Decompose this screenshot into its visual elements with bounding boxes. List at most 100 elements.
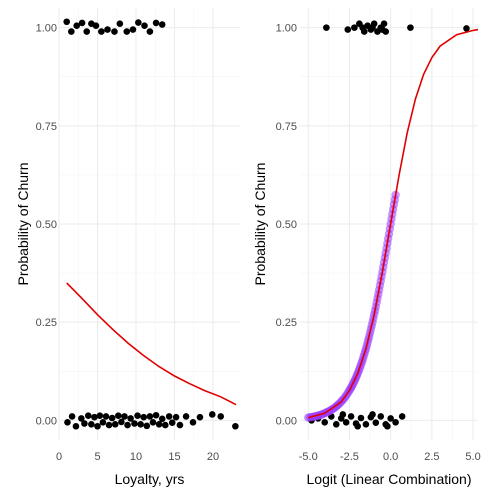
data-point bbox=[91, 413, 98, 421]
data-point bbox=[387, 415, 394, 422]
data-point bbox=[102, 413, 110, 420]
data-point bbox=[321, 419, 329, 426]
data-point bbox=[168, 419, 176, 427]
data-point bbox=[217, 413, 225, 420]
data-point bbox=[208, 411, 216, 418]
data-point bbox=[131, 420, 138, 427]
data-point bbox=[105, 421, 113, 429]
marks-layer bbox=[63, 18, 239, 430]
y-tick-label: 0.75 bbox=[36, 121, 57, 133]
data-point bbox=[384, 422, 391, 430]
data-point bbox=[354, 422, 361, 430]
data-point bbox=[339, 411, 347, 418]
data-point bbox=[379, 26, 386, 33]
data-point bbox=[134, 412, 141, 419]
x-tick-label: 15 bbox=[168, 451, 180, 463]
data-point bbox=[369, 411, 376, 418]
x-tick-label: -5.0 bbox=[299, 451, 318, 463]
data-point bbox=[68, 413, 76, 420]
data-point bbox=[155, 420, 163, 428]
data-point bbox=[332, 420, 340, 428]
x-tick-label: 2.5 bbox=[424, 451, 439, 463]
data-point bbox=[146, 413, 154, 420]
x-tick-labels: -5.0 -2.5 0.0 2.5 5.0 bbox=[299, 451, 481, 463]
x-axis-label: Logit (Linear Combination) bbox=[307, 471, 472, 487]
data-point bbox=[73, 22, 81, 29]
data-point bbox=[152, 19, 160, 27]
data-point bbox=[398, 413, 406, 420]
y-tick-label: 0.75 bbox=[276, 121, 297, 133]
data-point bbox=[111, 420, 119, 428]
data-point bbox=[342, 419, 350, 426]
data-point bbox=[172, 413, 180, 421]
data-point bbox=[176, 421, 184, 429]
y-tick-label: 0.00 bbox=[276, 415, 297, 427]
data-point bbox=[377, 413, 385, 420]
y-tick-label: 0.50 bbox=[36, 219, 57, 231]
data-point bbox=[94, 422, 101, 430]
x-tick-label: 10 bbox=[130, 451, 142, 463]
data-point bbox=[83, 28, 91, 35]
data-point bbox=[372, 419, 380, 427]
grid-layer bbox=[300, 8, 478, 440]
y-tick-label: 0.50 bbox=[276, 219, 297, 231]
y-tick-label: 0.00 bbox=[36, 415, 57, 427]
x-tick-label: 20 bbox=[207, 451, 219, 463]
data-point bbox=[118, 418, 125, 426]
y-tick-labels: 0.00 0.25 0.50 0.75 1.00 bbox=[36, 23, 57, 428]
data-point bbox=[359, 24, 366, 31]
y-axis-label: Probability of Churn bbox=[15, 163, 31, 286]
data-point bbox=[232, 422, 239, 430]
y-tick-label: 1.00 bbox=[276, 23, 297, 35]
data-point bbox=[124, 421, 131, 429]
data-point bbox=[158, 21, 166, 28]
y-tick-label: 1.00 bbox=[36, 23, 57, 35]
data-point bbox=[362, 420, 370, 428]
fitted-curve bbox=[66, 282, 237, 406]
data-point bbox=[196, 413, 204, 421]
data-point bbox=[64, 419, 71, 426]
data-point bbox=[143, 422, 151, 430]
data-point bbox=[141, 22, 148, 29]
x-tick-labels: 0 5 10 15 20 bbox=[56, 451, 219, 463]
data-point bbox=[149, 419, 157, 426]
y-tick-label: 0.25 bbox=[36, 317, 57, 329]
data-point bbox=[104, 26, 111, 33]
data-point bbox=[99, 419, 107, 426]
data-point bbox=[161, 421, 169, 429]
fitted-curve bbox=[307, 28, 479, 419]
data-point bbox=[108, 414, 116, 422]
x-tick-label: 0 bbox=[56, 451, 62, 463]
data-point bbox=[127, 415, 134, 422]
y-tick-label: 0.25 bbox=[276, 317, 297, 329]
data-point bbox=[182, 413, 190, 420]
x-axis-label: Loyalty, yrs bbox=[115, 471, 185, 487]
data-point bbox=[63, 18, 71, 26]
data-point bbox=[68, 28, 75, 35]
data-point bbox=[407, 24, 414, 31]
data-point bbox=[140, 413, 148, 421]
x-tick-label: 5 bbox=[94, 451, 100, 463]
data-point bbox=[189, 419, 197, 426]
grid-layer bbox=[58, 8, 240, 440]
data-point bbox=[165, 413, 173, 420]
data-point bbox=[123, 28, 131, 35]
data-point bbox=[98, 28, 105, 35]
data-point bbox=[121, 413, 128, 420]
data-point bbox=[369, 24, 376, 31]
data-point bbox=[135, 19, 142, 26]
y-axis-label: Probability of Churn bbox=[252, 163, 268, 286]
chart-panel-loyalty: 0 5 10 15 20 0.00 0.25 0.50 0.75 1.00 Loyalty, y… bbox=[15, 8, 240, 487]
data-point bbox=[323, 24, 330, 31]
data-point bbox=[158, 415, 166, 423]
data-point bbox=[351, 24, 358, 31]
data-point bbox=[72, 422, 80, 430]
x-tick-label: 5.0 bbox=[465, 451, 480, 463]
data-point bbox=[357, 414, 365, 422]
data-point bbox=[347, 413, 355, 420]
data-point bbox=[380, 20, 388, 28]
data-point bbox=[92, 22, 100, 29]
data-point bbox=[463, 25, 470, 32]
chart-panel-logit: -5.0 -2.5 0.0 2.5 5.0 0.00 0.25 0.50 0.75 1.00 L… bbox=[252, 8, 481, 487]
